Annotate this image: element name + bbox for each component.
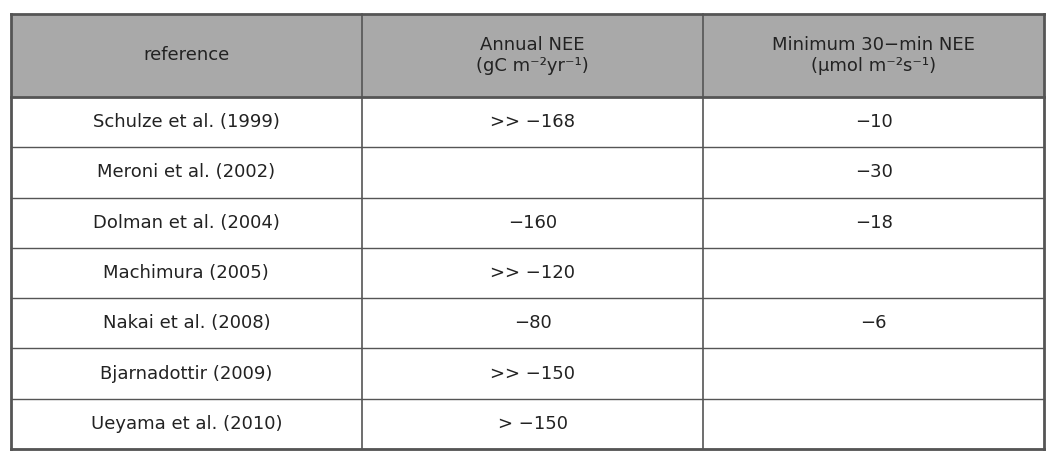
Text: Meroni et al. (2002): Meroni et al. (2002) [97,163,275,181]
Bar [362,349,704,399]
Bar [362,97,704,147]
Text: Schulze et al. (1999): Schulze et al. (1999) [93,113,280,131]
Text: Bjarnadottir (2009): Bjarnadottir (2009) [100,365,272,382]
Bar [11,349,362,399]
Text: Nakai et al. (2008): Nakai et al. (2008) [102,314,270,332]
Bar [362,399,704,449]
Text: Ueyama et al. (2010): Ueyama et al. (2010) [91,415,282,433]
Text: reference: reference [143,46,229,64]
Bar [11,248,362,298]
Bar [11,147,362,198]
Bar [704,147,1044,198]
Text: >> −150: >> −150 [491,365,575,382]
Bar [362,298,704,349]
Text: −80: −80 [514,314,552,332]
Text: −18: −18 [855,214,893,232]
Text: −30: −30 [855,163,893,181]
Bar [362,198,704,248]
Text: Machimura (2005): Machimura (2005) [103,264,269,282]
Text: −160: −160 [509,214,557,232]
Text: −10: −10 [855,113,893,131]
Bar [704,248,1044,298]
Bar [704,97,1044,147]
Bar [704,399,1044,449]
Text: > −150: > −150 [498,415,568,433]
Text: Dolman et al. (2004): Dolman et al. (2004) [93,214,280,232]
Bar [362,14,704,97]
Bar [704,298,1044,349]
Text: >> −120: >> −120 [491,264,575,282]
Text: Minimum 30−min NEE
(μmol m⁻²s⁻¹): Minimum 30−min NEE (μmol m⁻²s⁻¹) [772,36,975,75]
Text: Annual NEE
(gC m⁻²yr⁻¹): Annual NEE (gC m⁻²yr⁻¹) [476,36,589,75]
Text: −6: −6 [861,314,887,332]
Bar [704,14,1044,97]
Bar [11,14,362,97]
Bar [362,147,704,198]
Bar [11,97,362,147]
Bar [11,298,362,349]
Bar [362,248,704,298]
Bar [11,399,362,449]
Bar [704,349,1044,399]
Bar [704,198,1044,248]
Bar [11,198,362,248]
Text: >> −168: >> −168 [491,113,575,131]
